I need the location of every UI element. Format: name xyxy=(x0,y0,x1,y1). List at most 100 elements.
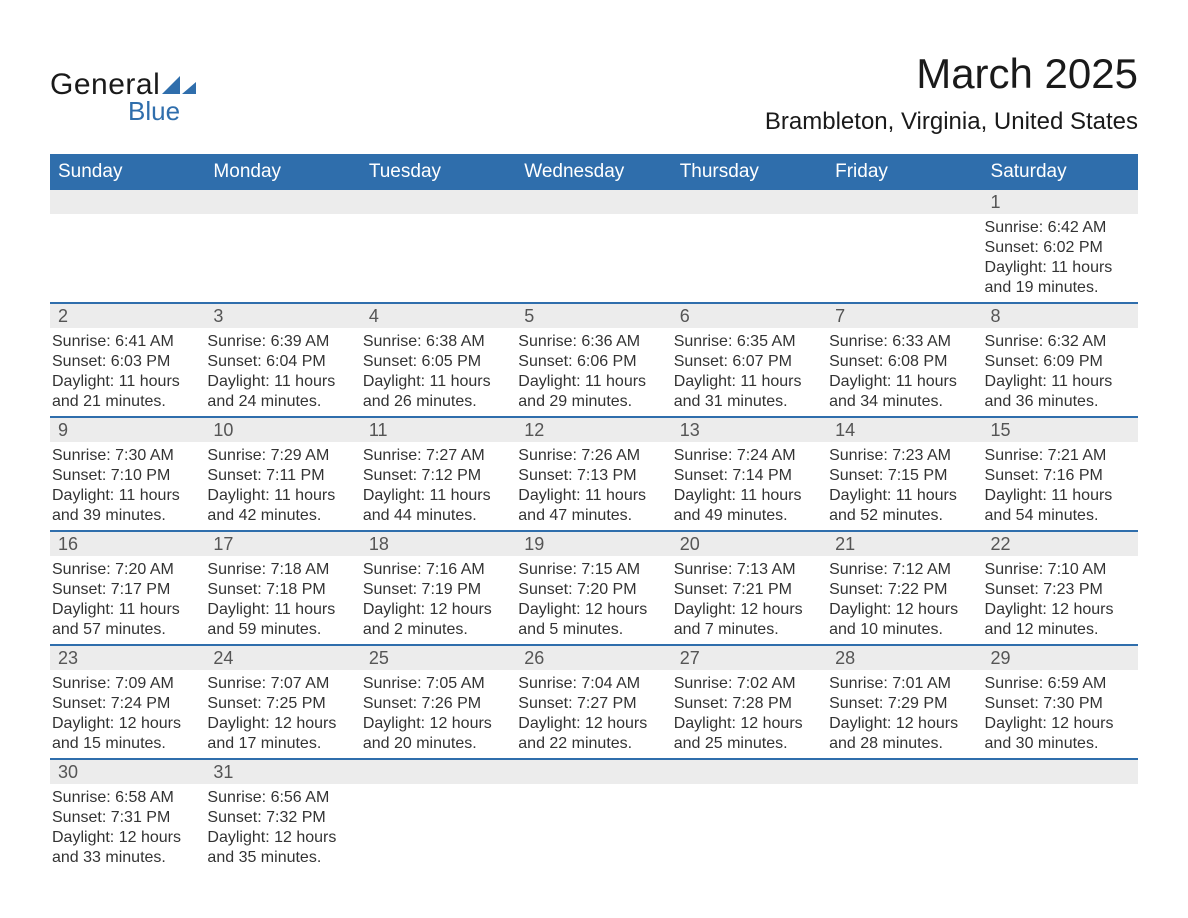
day-details: Sunrise: 7:30 AMSunset: 7:10 PMDaylight:… xyxy=(50,442,205,530)
day-details: Sunrise: 7:01 AMSunset: 7:29 PMDaylight:… xyxy=(827,670,982,758)
calendar-cell: 25Sunrise: 7:05 AMSunset: 7:26 PMDayligh… xyxy=(361,645,516,759)
day-number: 11 xyxy=(361,418,516,442)
daylight-line: Daylight: 12 hours and 12 minutes. xyxy=(985,600,1136,640)
header: General Blue March 2025 Brambleton, Virg… xyxy=(50,50,1138,136)
day-details xyxy=(50,214,205,222)
sunset-line: Sunset: 7:20 PM xyxy=(518,580,669,600)
calendar-cell: 30Sunrise: 6:58 AMSunset: 7:31 PMDayligh… xyxy=(50,759,205,872)
day-details: Sunrise: 6:39 AMSunset: 6:04 PMDaylight:… xyxy=(205,328,360,416)
calendar-cell: 21Sunrise: 7:12 AMSunset: 7:22 PMDayligh… xyxy=(827,531,982,645)
weekday-header: Sunday xyxy=(50,155,205,189)
sunset-line: Sunset: 7:32 PM xyxy=(207,808,358,828)
day-details: Sunrise: 7:09 AMSunset: 7:24 PMDaylight:… xyxy=(50,670,205,758)
day-number: 2 xyxy=(50,304,205,328)
sunrise-line: Sunrise: 7:26 AM xyxy=(518,446,669,466)
day-number xyxy=(827,190,982,214)
calendar-cell: 22Sunrise: 7:10 AMSunset: 7:23 PMDayligh… xyxy=(983,531,1138,645)
sunrise-line: Sunrise: 7:10 AM xyxy=(985,560,1136,580)
calendar-cell: 31Sunrise: 6:56 AMSunset: 7:32 PMDayligh… xyxy=(205,759,360,872)
day-details: Sunrise: 7:04 AMSunset: 7:27 PMDaylight:… xyxy=(516,670,671,758)
daylight-line: Daylight: 11 hours and 54 minutes. xyxy=(985,486,1136,526)
day-number: 17 xyxy=(205,532,360,556)
day-details: Sunrise: 7:29 AMSunset: 7:11 PMDaylight:… xyxy=(205,442,360,530)
daylight-line: Daylight: 11 hours and 44 minutes. xyxy=(363,486,514,526)
calendar-table: SundayMondayTuesdayWednesdayThursdayFrid… xyxy=(50,154,1138,872)
sunset-line: Sunset: 7:26 PM xyxy=(363,694,514,714)
calendar-cell: 13Sunrise: 7:24 AMSunset: 7:14 PMDayligh… xyxy=(672,417,827,531)
day-details: Sunrise: 6:38 AMSunset: 6:05 PMDaylight:… xyxy=(361,328,516,416)
calendar-cell xyxy=(516,189,671,303)
calendar-cell: 20Sunrise: 7:13 AMSunset: 7:21 PMDayligh… xyxy=(672,531,827,645)
sunset-line: Sunset: 6:03 PM xyxy=(52,352,203,372)
calendar-cell xyxy=(827,759,982,872)
day-number: 1 xyxy=(983,190,1138,214)
calendar-cell: 14Sunrise: 7:23 AMSunset: 7:15 PMDayligh… xyxy=(827,417,982,531)
sunrise-line: Sunrise: 7:09 AM xyxy=(52,674,203,694)
daylight-line: Daylight: 12 hours and 22 minutes. xyxy=(518,714,669,754)
sunset-line: Sunset: 7:30 PM xyxy=(985,694,1136,714)
sunset-line: Sunset: 7:16 PM xyxy=(985,466,1136,486)
calendar-week-row: 1Sunrise: 6:42 AMSunset: 6:02 PMDaylight… xyxy=(50,189,1138,303)
day-number xyxy=(672,760,827,784)
day-details xyxy=(672,784,827,792)
daylight-line: Daylight: 11 hours and 29 minutes. xyxy=(518,372,669,412)
daylight-line: Daylight: 11 hours and 49 minutes. xyxy=(674,486,825,526)
logo: General Blue xyxy=(50,68,196,127)
day-details: Sunrise: 6:59 AMSunset: 7:30 PMDaylight:… xyxy=(983,670,1138,758)
sunset-line: Sunset: 7:10 PM xyxy=(52,466,203,486)
daylight-line: Daylight: 12 hours and 7 minutes. xyxy=(674,600,825,640)
sunrise-line: Sunrise: 7:27 AM xyxy=(363,446,514,466)
day-details: Sunrise: 7:15 AMSunset: 7:20 PMDaylight:… xyxy=(516,556,671,644)
sunrise-line: Sunrise: 6:32 AM xyxy=(985,332,1136,352)
calendar-cell xyxy=(983,759,1138,872)
daylight-line: Daylight: 11 hours and 34 minutes. xyxy=(829,372,980,412)
calendar-cell xyxy=(361,189,516,303)
calendar-week-row: 30Sunrise: 6:58 AMSunset: 7:31 PMDayligh… xyxy=(50,759,1138,872)
sunset-line: Sunset: 6:08 PM xyxy=(829,352,980,372)
calendar-cell: 6Sunrise: 6:35 AMSunset: 6:07 PMDaylight… xyxy=(672,303,827,417)
day-number: 23 xyxy=(50,646,205,670)
day-number: 16 xyxy=(50,532,205,556)
day-number: 10 xyxy=(205,418,360,442)
weekday-header: Monday xyxy=(205,155,360,189)
sunrise-line: Sunrise: 7:01 AM xyxy=(829,674,980,694)
day-number xyxy=(205,190,360,214)
calendar-header-row: SundayMondayTuesdayWednesdayThursdayFrid… xyxy=(50,155,1138,189)
sunset-line: Sunset: 7:22 PM xyxy=(829,580,980,600)
day-details: Sunrise: 6:56 AMSunset: 7:32 PMDaylight:… xyxy=(205,784,360,872)
sunrise-line: Sunrise: 7:30 AM xyxy=(52,446,203,466)
day-details: Sunrise: 7:02 AMSunset: 7:28 PMDaylight:… xyxy=(672,670,827,758)
day-number xyxy=(827,760,982,784)
weekday-header: Thursday xyxy=(672,155,827,189)
calendar-cell: 17Sunrise: 7:18 AMSunset: 7:18 PMDayligh… xyxy=(205,531,360,645)
calendar-cell xyxy=(516,759,671,872)
day-details: Sunrise: 7:27 AMSunset: 7:12 PMDaylight:… xyxy=(361,442,516,530)
sunset-line: Sunset: 7:19 PM xyxy=(363,580,514,600)
day-details xyxy=(205,214,360,222)
logo-text-blue: Blue xyxy=(128,96,196,127)
sunrise-line: Sunrise: 7:13 AM xyxy=(674,560,825,580)
day-details: Sunrise: 7:13 AMSunset: 7:21 PMDaylight:… xyxy=(672,556,827,644)
day-number: 8 xyxy=(983,304,1138,328)
calendar-cell: 16Sunrise: 7:20 AMSunset: 7:17 PMDayligh… xyxy=(50,531,205,645)
title-block: March 2025 Brambleton, Virginia, United … xyxy=(765,50,1138,136)
day-number: 29 xyxy=(983,646,1138,670)
daylight-line: Daylight: 11 hours and 21 minutes. xyxy=(52,372,203,412)
day-details xyxy=(361,784,516,792)
day-details: Sunrise: 6:35 AMSunset: 6:07 PMDaylight:… xyxy=(672,328,827,416)
calendar-cell: 5Sunrise: 6:36 AMSunset: 6:06 PMDaylight… xyxy=(516,303,671,417)
daylight-line: Daylight: 12 hours and 10 minutes. xyxy=(829,600,980,640)
day-details: Sunrise: 7:05 AMSunset: 7:26 PMDaylight:… xyxy=(361,670,516,758)
sunrise-line: Sunrise: 6:33 AM xyxy=(829,332,980,352)
sunrise-line: Sunrise: 6:59 AM xyxy=(985,674,1136,694)
day-number xyxy=(983,760,1138,784)
day-number: 25 xyxy=(361,646,516,670)
sunset-line: Sunset: 7:28 PM xyxy=(674,694,825,714)
day-details: Sunrise: 7:20 AMSunset: 7:17 PMDaylight:… xyxy=(50,556,205,644)
sunrise-line: Sunrise: 6:56 AM xyxy=(207,788,358,808)
day-number: 26 xyxy=(516,646,671,670)
day-number: 13 xyxy=(672,418,827,442)
calendar-cell: 27Sunrise: 7:02 AMSunset: 7:28 PMDayligh… xyxy=(672,645,827,759)
sunrise-line: Sunrise: 7:23 AM xyxy=(829,446,980,466)
day-number xyxy=(672,190,827,214)
